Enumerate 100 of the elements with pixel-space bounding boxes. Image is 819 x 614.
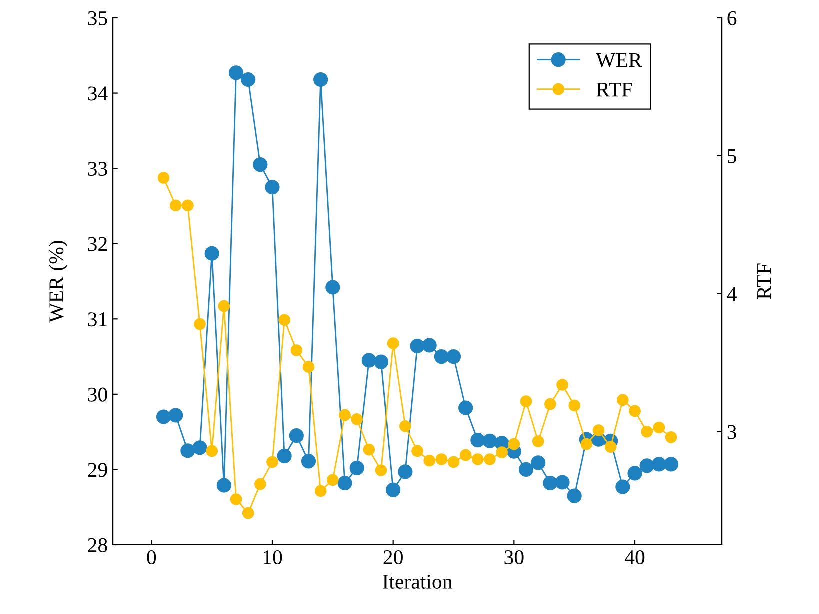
point — [218, 300, 230, 312]
y-tick-label: 30 — [88, 388, 108, 402]
point — [362, 353, 376, 368]
point — [628, 466, 642, 481]
point — [192, 440, 208, 456]
x-tick-label: 40 — [624, 550, 645, 565]
x-tick-label: 10 — [264, 550, 282, 565]
point — [374, 354, 389, 370]
y-tick-label: 34 — [88, 86, 108, 101]
point — [230, 494, 242, 506]
point — [277, 448, 292, 464]
point — [156, 410, 172, 424]
point — [592, 424, 605, 436]
point — [508, 438, 520, 450]
point — [446, 349, 462, 364]
point — [616, 480, 630, 494]
point — [458, 400, 474, 416]
x-tick-label: 0 — [147, 550, 156, 565]
y-axis-title: WER (%) — [48, 241, 68, 323]
point — [664, 457, 679, 472]
point — [422, 338, 437, 353]
y2-tick-label: 4 — [727, 287, 737, 302]
point — [350, 460, 364, 476]
y2-tick-label: 6 — [728, 11, 737, 26]
point — [496, 446, 508, 458]
point — [460, 449, 472, 462]
point — [242, 507, 254, 520]
point — [434, 349, 449, 364]
point — [363, 444, 376, 456]
point — [532, 436, 544, 448]
point — [604, 441, 617, 453]
point — [665, 431, 678, 444]
point — [386, 482, 401, 498]
point — [531, 456, 546, 470]
point — [398, 464, 413, 480]
point — [375, 464, 388, 476]
point — [301, 454, 316, 469]
point — [339, 409, 351, 422]
point — [484, 454, 496, 466]
point — [326, 280, 340, 295]
point — [204, 246, 220, 261]
point — [640, 458, 654, 474]
point — [410, 338, 425, 354]
point — [544, 398, 556, 410]
point — [278, 314, 290, 326]
point — [180, 444, 196, 458]
y-tick-label: 33 — [88, 162, 108, 176]
point — [482, 434, 498, 448]
point — [290, 344, 303, 356]
point — [448, 456, 460, 468]
point — [400, 420, 412, 432]
point — [170, 200, 182, 212]
point — [314, 72, 328, 88]
y2-tick-label: 3 — [728, 425, 736, 440]
point — [327, 474, 339, 486]
y-tick-label: 31 — [88, 312, 107, 327]
point — [641, 426, 653, 438]
x-tick-label: 20 — [384, 550, 403, 565]
point — [158, 172, 170, 184]
point — [266, 456, 278, 468]
point — [289, 428, 304, 444]
point — [216, 478, 232, 493]
point — [652, 457, 666, 472]
legend-label: RTF — [596, 82, 632, 97]
point — [568, 400, 580, 412]
point — [194, 318, 206, 330]
point — [629, 405, 641, 418]
point — [351, 414, 363, 426]
y-tick-label: 28 — [88, 538, 108, 552]
point — [387, 338, 400, 350]
point — [555, 475, 570, 490]
y-tick-label: 32 — [88, 237, 107, 252]
point — [412, 445, 424, 458]
point — [617, 394, 629, 406]
point — [543, 476, 558, 491]
point — [253, 158, 268, 172]
point — [265, 180, 280, 195]
y2-axis-title: RTF — [758, 264, 772, 300]
legend-label: WER — [596, 54, 642, 68]
point — [580, 438, 593, 450]
y-tick-label: 29 — [88, 463, 108, 478]
y2-tick-label: 5 — [728, 150, 736, 164]
point — [168, 408, 184, 423]
point — [314, 485, 327, 498]
point — [653, 422, 666, 434]
point — [182, 200, 194, 212]
point — [241, 72, 256, 88]
point — [338, 476, 352, 491]
x-axis-title: Iteration — [382, 574, 452, 589]
x-tick-label: 30 — [504, 550, 524, 565]
point — [302, 361, 315, 373]
point — [228, 66, 244, 80]
y-tick-label: 35 — [88, 11, 108, 26]
point — [556, 379, 568, 391]
point — [206, 445, 218, 458]
point — [254, 478, 266, 490]
point — [567, 488, 582, 504]
point — [436, 454, 448, 466]
point — [518, 462, 534, 478]
point — [520, 396, 532, 408]
